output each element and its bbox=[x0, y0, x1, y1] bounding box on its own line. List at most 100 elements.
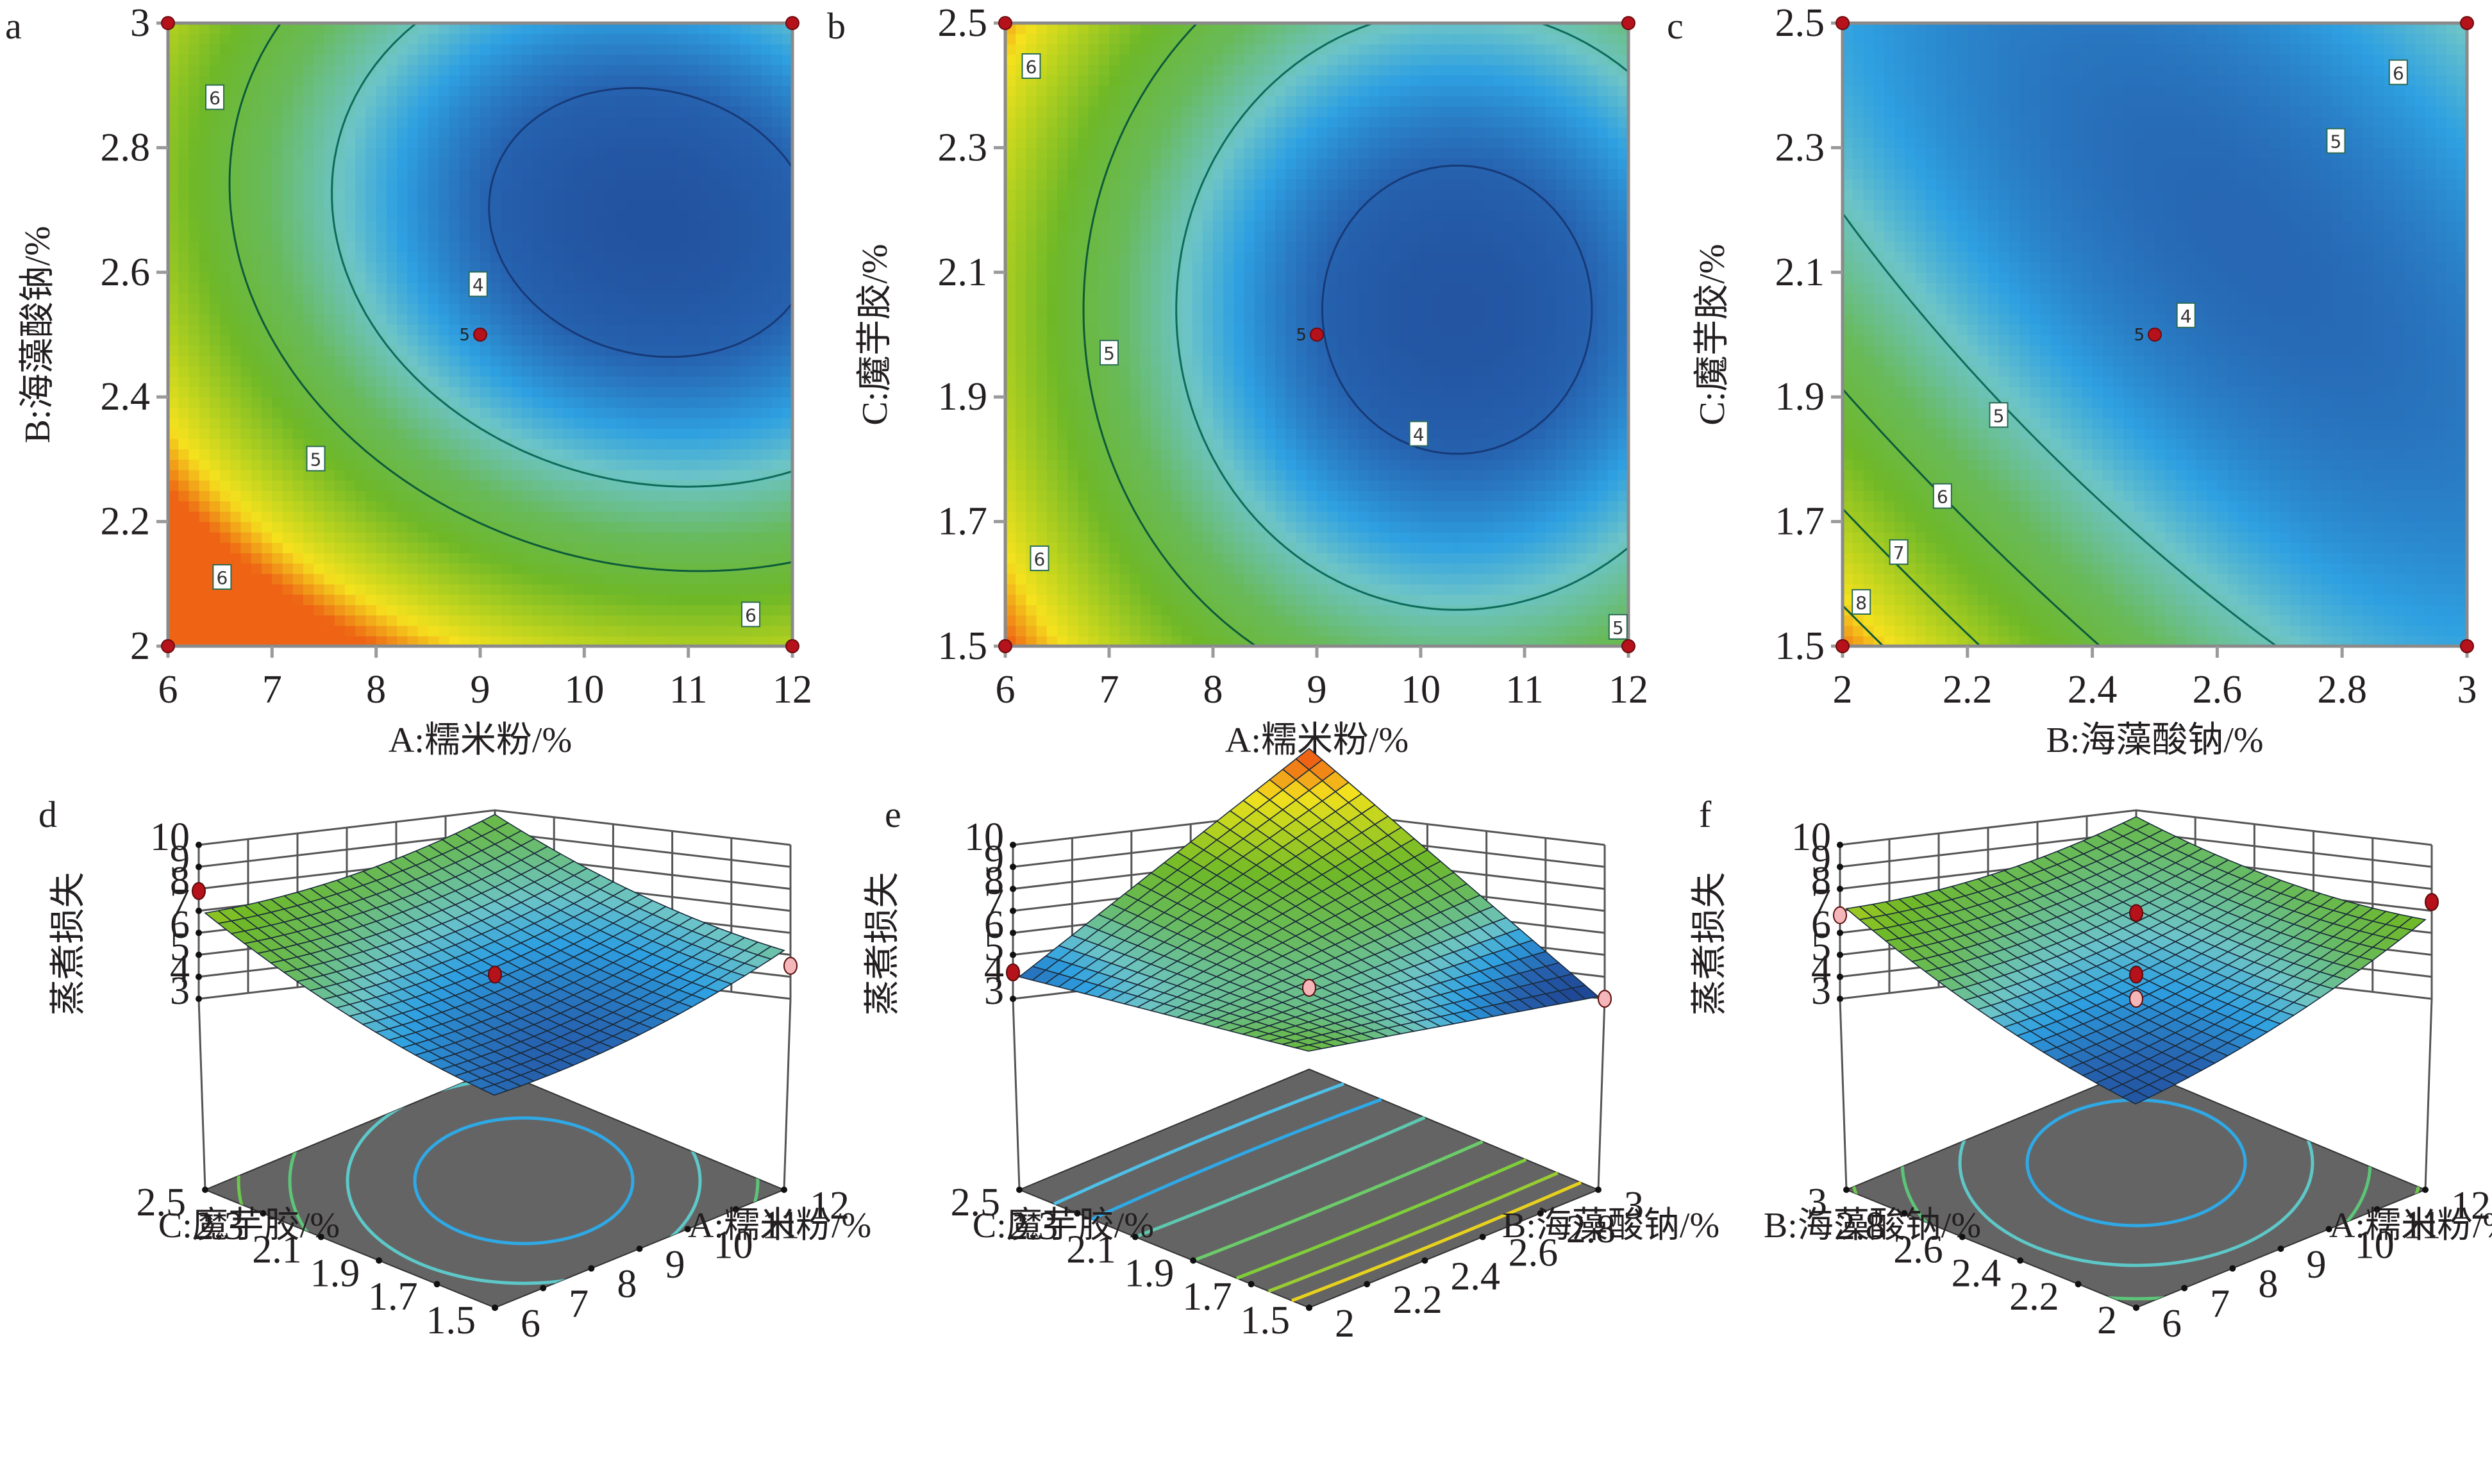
color-cell bbox=[553, 355, 564, 367]
color-cell bbox=[1223, 501, 1235, 512]
color-cell bbox=[1202, 272, 1214, 283]
color-cell bbox=[314, 324, 325, 335]
color-cell bbox=[1192, 449, 1203, 460]
color-cell bbox=[365, 553, 377, 564]
color-cell bbox=[345, 210, 356, 221]
color-cell bbox=[1005, 387, 1016, 397]
color-cell bbox=[511, 85, 523, 97]
color-cell bbox=[376, 210, 387, 221]
color-cell bbox=[251, 335, 262, 346]
color-cell bbox=[1202, 283, 1214, 294]
color-cell bbox=[1036, 365, 1048, 377]
color-cell bbox=[1119, 365, 1131, 377]
color-cell bbox=[542, 158, 554, 169]
color-cell bbox=[667, 376, 679, 387]
color-cell bbox=[782, 158, 793, 169]
color-cell bbox=[1202, 407, 1214, 419]
color-cell bbox=[292, 96, 304, 107]
color-cell bbox=[615, 511, 626, 522]
color-cell bbox=[292, 542, 304, 553]
color-cell bbox=[459, 158, 471, 169]
color-cell bbox=[449, 220, 460, 231]
color-cell bbox=[771, 542, 783, 553]
color-cell bbox=[532, 137, 544, 149]
color-cell bbox=[563, 625, 574, 637]
design-point bbox=[785, 16, 799, 30]
color-cell bbox=[501, 23, 512, 34]
color-cell bbox=[376, 417, 387, 429]
color-cell bbox=[303, 179, 314, 190]
color-cell bbox=[636, 469, 648, 481]
color-cell bbox=[1140, 449, 1151, 460]
color-cell bbox=[646, 158, 658, 169]
color-cell bbox=[1026, 85, 1037, 97]
color-cell bbox=[678, 272, 689, 283]
color-cell bbox=[626, 272, 637, 283]
color-cell bbox=[1078, 635, 1089, 647]
color-cell bbox=[240, 168, 252, 179]
color-cell bbox=[262, 604, 273, 616]
color-cell bbox=[1192, 397, 1203, 408]
color-cell bbox=[345, 127, 356, 138]
color-cell bbox=[220, 479, 231, 491]
color-cell bbox=[719, 438, 731, 449]
color-cell bbox=[782, 459, 793, 471]
color-cell bbox=[657, 75, 668, 86]
color-cell bbox=[292, 583, 304, 595]
color-cell bbox=[1161, 449, 1172, 460]
color-cell bbox=[480, 387, 491, 397]
color-cell bbox=[646, 231, 658, 242]
color-cell bbox=[782, 594, 793, 605]
y-tick-label: 2 bbox=[130, 624, 150, 668]
color-cell bbox=[698, 158, 710, 169]
color-cell bbox=[407, 407, 419, 419]
color-cell bbox=[199, 542, 210, 553]
color-cell bbox=[574, 23, 585, 34]
color-cell bbox=[386, 428, 397, 439]
color-cell bbox=[386, 365, 397, 377]
color-cell bbox=[1150, 231, 1162, 242]
color-cell bbox=[740, 293, 751, 304]
color-cell bbox=[1057, 407, 1068, 419]
color-cell bbox=[490, 23, 502, 34]
color-cell bbox=[262, 137, 273, 149]
color-cell bbox=[626, 251, 637, 263]
color-cell bbox=[251, 615, 262, 626]
color-cell bbox=[1005, 490, 1016, 501]
color-cell bbox=[594, 210, 606, 221]
color-cell bbox=[209, 116, 221, 128]
color-cell bbox=[188, 553, 200, 564]
color-cell bbox=[563, 594, 574, 605]
color-cell bbox=[501, 283, 512, 294]
color-cell bbox=[1171, 75, 1183, 86]
color-cell bbox=[761, 210, 773, 221]
color-cell bbox=[355, 137, 367, 149]
color-cell bbox=[553, 75, 564, 86]
color-cell bbox=[1036, 96, 1048, 107]
color-cell bbox=[449, 293, 460, 304]
color-cell bbox=[397, 479, 408, 491]
color-cell bbox=[397, 220, 408, 231]
color-cell bbox=[365, 335, 377, 346]
color-cell bbox=[574, 168, 585, 179]
color-cell bbox=[501, 563, 512, 574]
color-cell bbox=[667, 417, 679, 429]
color-cell bbox=[626, 33, 637, 45]
color-cell bbox=[771, 293, 783, 304]
color-cell bbox=[1098, 501, 1110, 512]
color-cell bbox=[1067, 158, 1079, 169]
color-cell bbox=[1202, 594, 1214, 605]
color-cell bbox=[1046, 563, 1058, 574]
color-cell bbox=[397, 417, 408, 429]
color-cell bbox=[657, 303, 668, 315]
color-cell bbox=[626, 449, 637, 460]
color-cell bbox=[1098, 283, 1110, 294]
color-cell bbox=[428, 469, 439, 481]
color-cell bbox=[1057, 262, 1068, 273]
color-cell bbox=[220, 531, 231, 543]
color-cell bbox=[1233, 604, 1245, 616]
color-cell bbox=[1171, 438, 1183, 449]
color-cell bbox=[188, 542, 200, 553]
color-cell bbox=[439, 355, 450, 367]
color-cell bbox=[417, 85, 429, 97]
